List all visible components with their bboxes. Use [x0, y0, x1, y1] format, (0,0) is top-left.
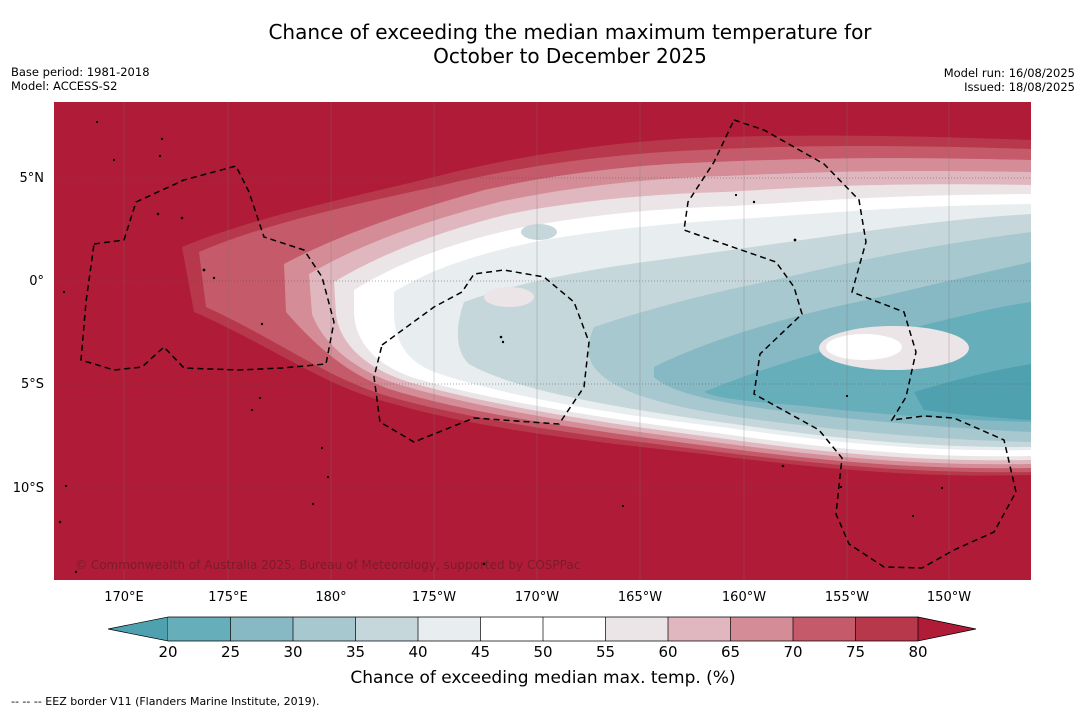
colorbar-bin-60-65	[668, 617, 731, 641]
colorbar-bin-45-50	[480, 617, 543, 641]
colorbar-tick-25: 25	[220, 643, 241, 661]
map-title: Chance of exceeding the median maximum t…	[170, 20, 970, 68]
colorbar-tick-65: 65	[720, 643, 741, 661]
model-run-text: Model run: 16/08/2025	[943, 66, 1075, 80]
colorbar-tick-20: 20	[158, 643, 178, 661]
lat-label-5n: 5°N	[19, 171, 45, 186]
meta-right: Model run: 16/08/2025 Issued: 18/08/2025	[944, 66, 1075, 94]
eez-borders	[80, 119, 1017, 569]
island-dots	[58, 120, 944, 574]
colorbar-bin-25-30	[230, 617, 293, 641]
colorbar-tick-55: 55	[595, 643, 616, 661]
lon-label-160w: 160°W	[721, 590, 767, 605]
colorbar	[108, 616, 977, 642]
lon-label-155w: 155°W	[824, 590, 870, 605]
colorbar-bin-40-45	[418, 617, 481, 641]
colorbar-tick-35: 35	[345, 643, 366, 661]
lon-label-165w: 165°W	[617, 590, 663, 605]
eez-legend-footer: -- -- -- EEZ border V11 (Flanders Marine…	[11, 695, 320, 708]
colorbar-bin-20-25	[168, 617, 231, 641]
colorbar-arrow-high	[917, 616, 977, 642]
colorbar-tick-30: 30	[283, 643, 303, 661]
meta-left: Base period: 1981-2018 Model: ACCESS-S2	[11, 65, 150, 93]
colorbar-bin-30-35	[293, 617, 356, 641]
model-text: Model: ACCESS-S2	[11, 79, 118, 93]
lat-label-10s: 10°S	[12, 481, 44, 496]
colorbar-arrow-low	[108, 616, 169, 642]
colorbar-bin-75-80	[855, 617, 918, 641]
map-title-line2: October to December 2025	[433, 44, 707, 68]
colorbar-tick-75: 75	[845, 643, 866, 661]
colorbar-tick-60: 60	[658, 643, 678, 661]
map-title-line1: Chance of exceeding the median maximum t…	[268, 20, 872, 44]
colorbar-tick-50: 50	[533, 643, 553, 661]
lon-label-180: 180°	[315, 590, 347, 605]
band-below-20	[914, 364, 1031, 420]
lon-label-150w: 150°W	[926, 590, 972, 605]
lon-label-170e: 170°E	[104, 590, 144, 605]
lon-label-175e: 175°E	[208, 590, 248, 605]
colorbar-tick-80: 80	[908, 643, 928, 661]
cool-patch-west	[521, 224, 557, 240]
colorbar-bin-70-75	[793, 617, 856, 641]
probability-map	[54, 102, 1031, 580]
colorbar-bin-55-60	[605, 617, 668, 641]
warm-spot-central	[484, 287, 534, 307]
colorbar-bin-50-55	[543, 617, 606, 641]
warm-patch-east-core	[826, 334, 902, 360]
colorbar-bin-35-40	[355, 617, 418, 641]
gridlines	[54, 177, 1031, 489]
lat-label-0: 0°	[29, 274, 44, 289]
lat-label-5s: 5°S	[20, 377, 44, 392]
colorbar-tick-40: 40	[408, 643, 428, 661]
colorbar-label: Chance of exceeding median max. temp. (%…	[350, 668, 736, 688]
lon-label-175w: 175°W	[411, 590, 457, 605]
issued-text: Issued: 18/08/2025	[964, 80, 1075, 94]
colorbar-dividers	[168, 616, 918, 642]
colorbar-tick-45: 45	[470, 643, 491, 661]
meridians	[123, 102, 950, 580]
lon-label-170w: 170°W	[514, 590, 560, 605]
base-period-text: Base period: 1981-2018	[11, 65, 150, 79]
copyright-notice: © Commonwealth of Australia 2025, Bureau…	[75, 558, 581, 572]
colorbar-tick-70: 70	[783, 643, 803, 661]
colorbar-bin-65-70	[730, 617, 793, 641]
